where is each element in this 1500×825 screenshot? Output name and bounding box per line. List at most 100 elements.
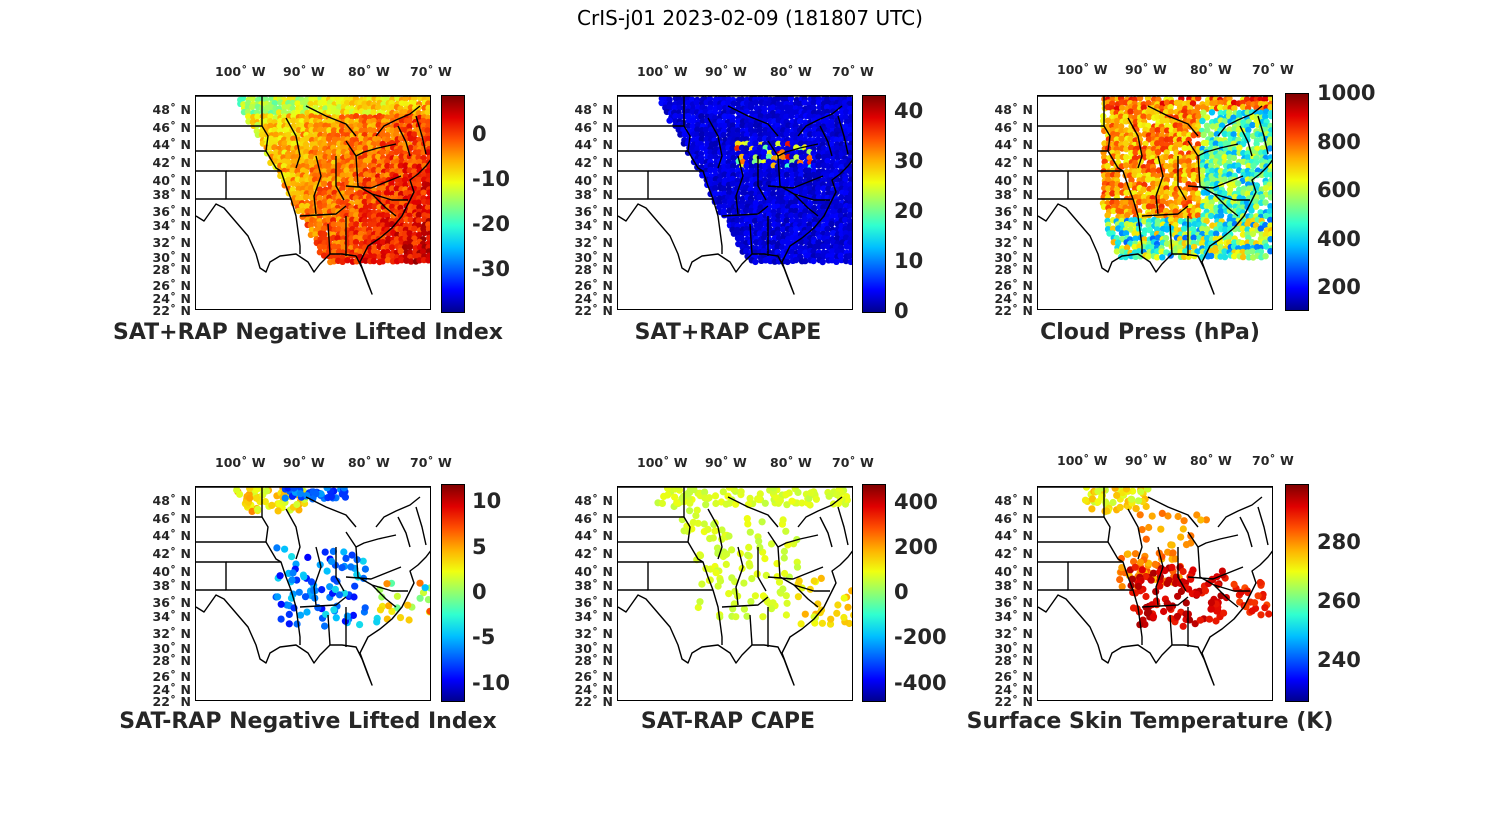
data-point bbox=[752, 258, 759, 266]
data-point bbox=[352, 238, 360, 246]
data-point bbox=[357, 230, 364, 238]
data-point bbox=[842, 113, 849, 121]
data-point bbox=[846, 212, 852, 219]
state-line bbox=[721, 205, 769, 217]
data-point bbox=[1195, 96, 1202, 102]
lat-tick-label: 22˚ N bbox=[152, 303, 191, 318]
data-point bbox=[1249, 230, 1257, 238]
lat-tick-label: 46˚ N bbox=[152, 120, 191, 135]
data-point bbox=[704, 525, 712, 533]
data-point bbox=[1182, 599, 1190, 607]
data-point bbox=[775, 140, 782, 147]
data-point bbox=[425, 257, 430, 264]
data-point bbox=[339, 172, 346, 179]
data-point bbox=[684, 99, 692, 107]
data-point bbox=[295, 207, 302, 215]
data-point bbox=[1115, 225, 1122, 232]
lat-tick-label: 38˚ N bbox=[574, 578, 613, 593]
data-point bbox=[743, 515, 751, 523]
state-line bbox=[735, 546, 744, 606]
data-point bbox=[812, 495, 820, 503]
data-point bbox=[738, 217, 745, 224]
state-line bbox=[735, 155, 744, 215]
data-point bbox=[268, 501, 276, 509]
data-point bbox=[349, 100, 356, 107]
data-point bbox=[289, 569, 297, 577]
data-point bbox=[730, 154, 737, 162]
data-point bbox=[1173, 612, 1182, 620]
lat-tick-label: 28˚ N bbox=[994, 653, 1033, 668]
data-point bbox=[793, 563, 802, 571]
data-point bbox=[273, 149, 280, 156]
data-point bbox=[1267, 104, 1272, 111]
data-point bbox=[1267, 216, 1272, 224]
data-point bbox=[701, 488, 709, 496]
data-point bbox=[753, 570, 761, 578]
data-point bbox=[848, 587, 852, 595]
data-point bbox=[277, 600, 285, 608]
data-point bbox=[290, 487, 298, 492]
lat-tick-label: 34˚ N bbox=[994, 609, 1033, 624]
map-panel bbox=[195, 486, 431, 701]
lat-tick-label: 30˚ N bbox=[574, 641, 613, 656]
data-point bbox=[407, 135, 414, 142]
data-point bbox=[353, 113, 360, 120]
data-point bbox=[326, 189, 333, 196]
data-point bbox=[1152, 588, 1160, 596]
panel-title: Cloud Press (hPa) bbox=[1040, 320, 1260, 345]
data-point bbox=[698, 136, 705, 143]
data-point bbox=[298, 202, 306, 210]
state-line bbox=[313, 155, 322, 215]
data-point bbox=[1132, 149, 1139, 156]
data-point bbox=[685, 112, 692, 120]
data-point bbox=[420, 189, 427, 196]
data-point bbox=[373, 618, 381, 626]
data-point bbox=[751, 217, 759, 225]
state-line bbox=[1103, 516, 1134, 591]
data-point bbox=[794, 488, 802, 496]
state-line bbox=[1187, 140, 1239, 157]
data-point bbox=[303, 608, 311, 616]
data-point bbox=[792, 225, 800, 233]
data-point bbox=[261, 498, 269, 506]
data-point bbox=[288, 553, 296, 561]
data-point bbox=[1205, 615, 1213, 623]
data-point bbox=[321, 230, 328, 238]
data-point bbox=[1205, 579, 1213, 588]
panel-title: Surface Skin Temperature (K) bbox=[966, 709, 1334, 734]
data-point bbox=[1262, 96, 1269, 103]
data-point bbox=[1134, 582, 1142, 590]
data-point bbox=[721, 122, 728, 129]
data-point bbox=[375, 121, 382, 129]
data-point bbox=[782, 611, 790, 619]
data-point bbox=[1261, 604, 1269, 612]
state-line bbox=[1187, 531, 1239, 548]
data-point bbox=[402, 96, 409, 102]
data-point bbox=[1154, 221, 1161, 229]
state-line bbox=[1177, 156, 1187, 201]
data-point bbox=[1181, 144, 1188, 152]
data-point bbox=[1131, 243, 1138, 251]
data-point bbox=[1267, 194, 1272, 201]
data-point bbox=[1209, 222, 1216, 229]
data-point bbox=[1194, 207, 1202, 214]
colorbar-tick-label: 280 bbox=[1317, 530, 1361, 554]
data-point bbox=[393, 148, 400, 156]
state-line bbox=[749, 614, 753, 646]
data-point bbox=[720, 185, 727, 192]
state-line bbox=[767, 566, 824, 580]
data-point bbox=[1199, 145, 1206, 153]
lon-tick-label: 70˚ W bbox=[1252, 453, 1294, 468]
data-point bbox=[759, 613, 767, 621]
data-point bbox=[327, 493, 335, 501]
data-point bbox=[1169, 549, 1177, 557]
data-point bbox=[842, 176, 849, 183]
data-point bbox=[370, 109, 377, 116]
data-point bbox=[1204, 234, 1211, 242]
data-point bbox=[357, 248, 364, 255]
data-point bbox=[747, 238, 754, 246]
data-point bbox=[383, 580, 391, 588]
data-point bbox=[425, 225, 430, 232]
data-point bbox=[1244, 220, 1251, 228]
data-point bbox=[1111, 487, 1119, 492]
